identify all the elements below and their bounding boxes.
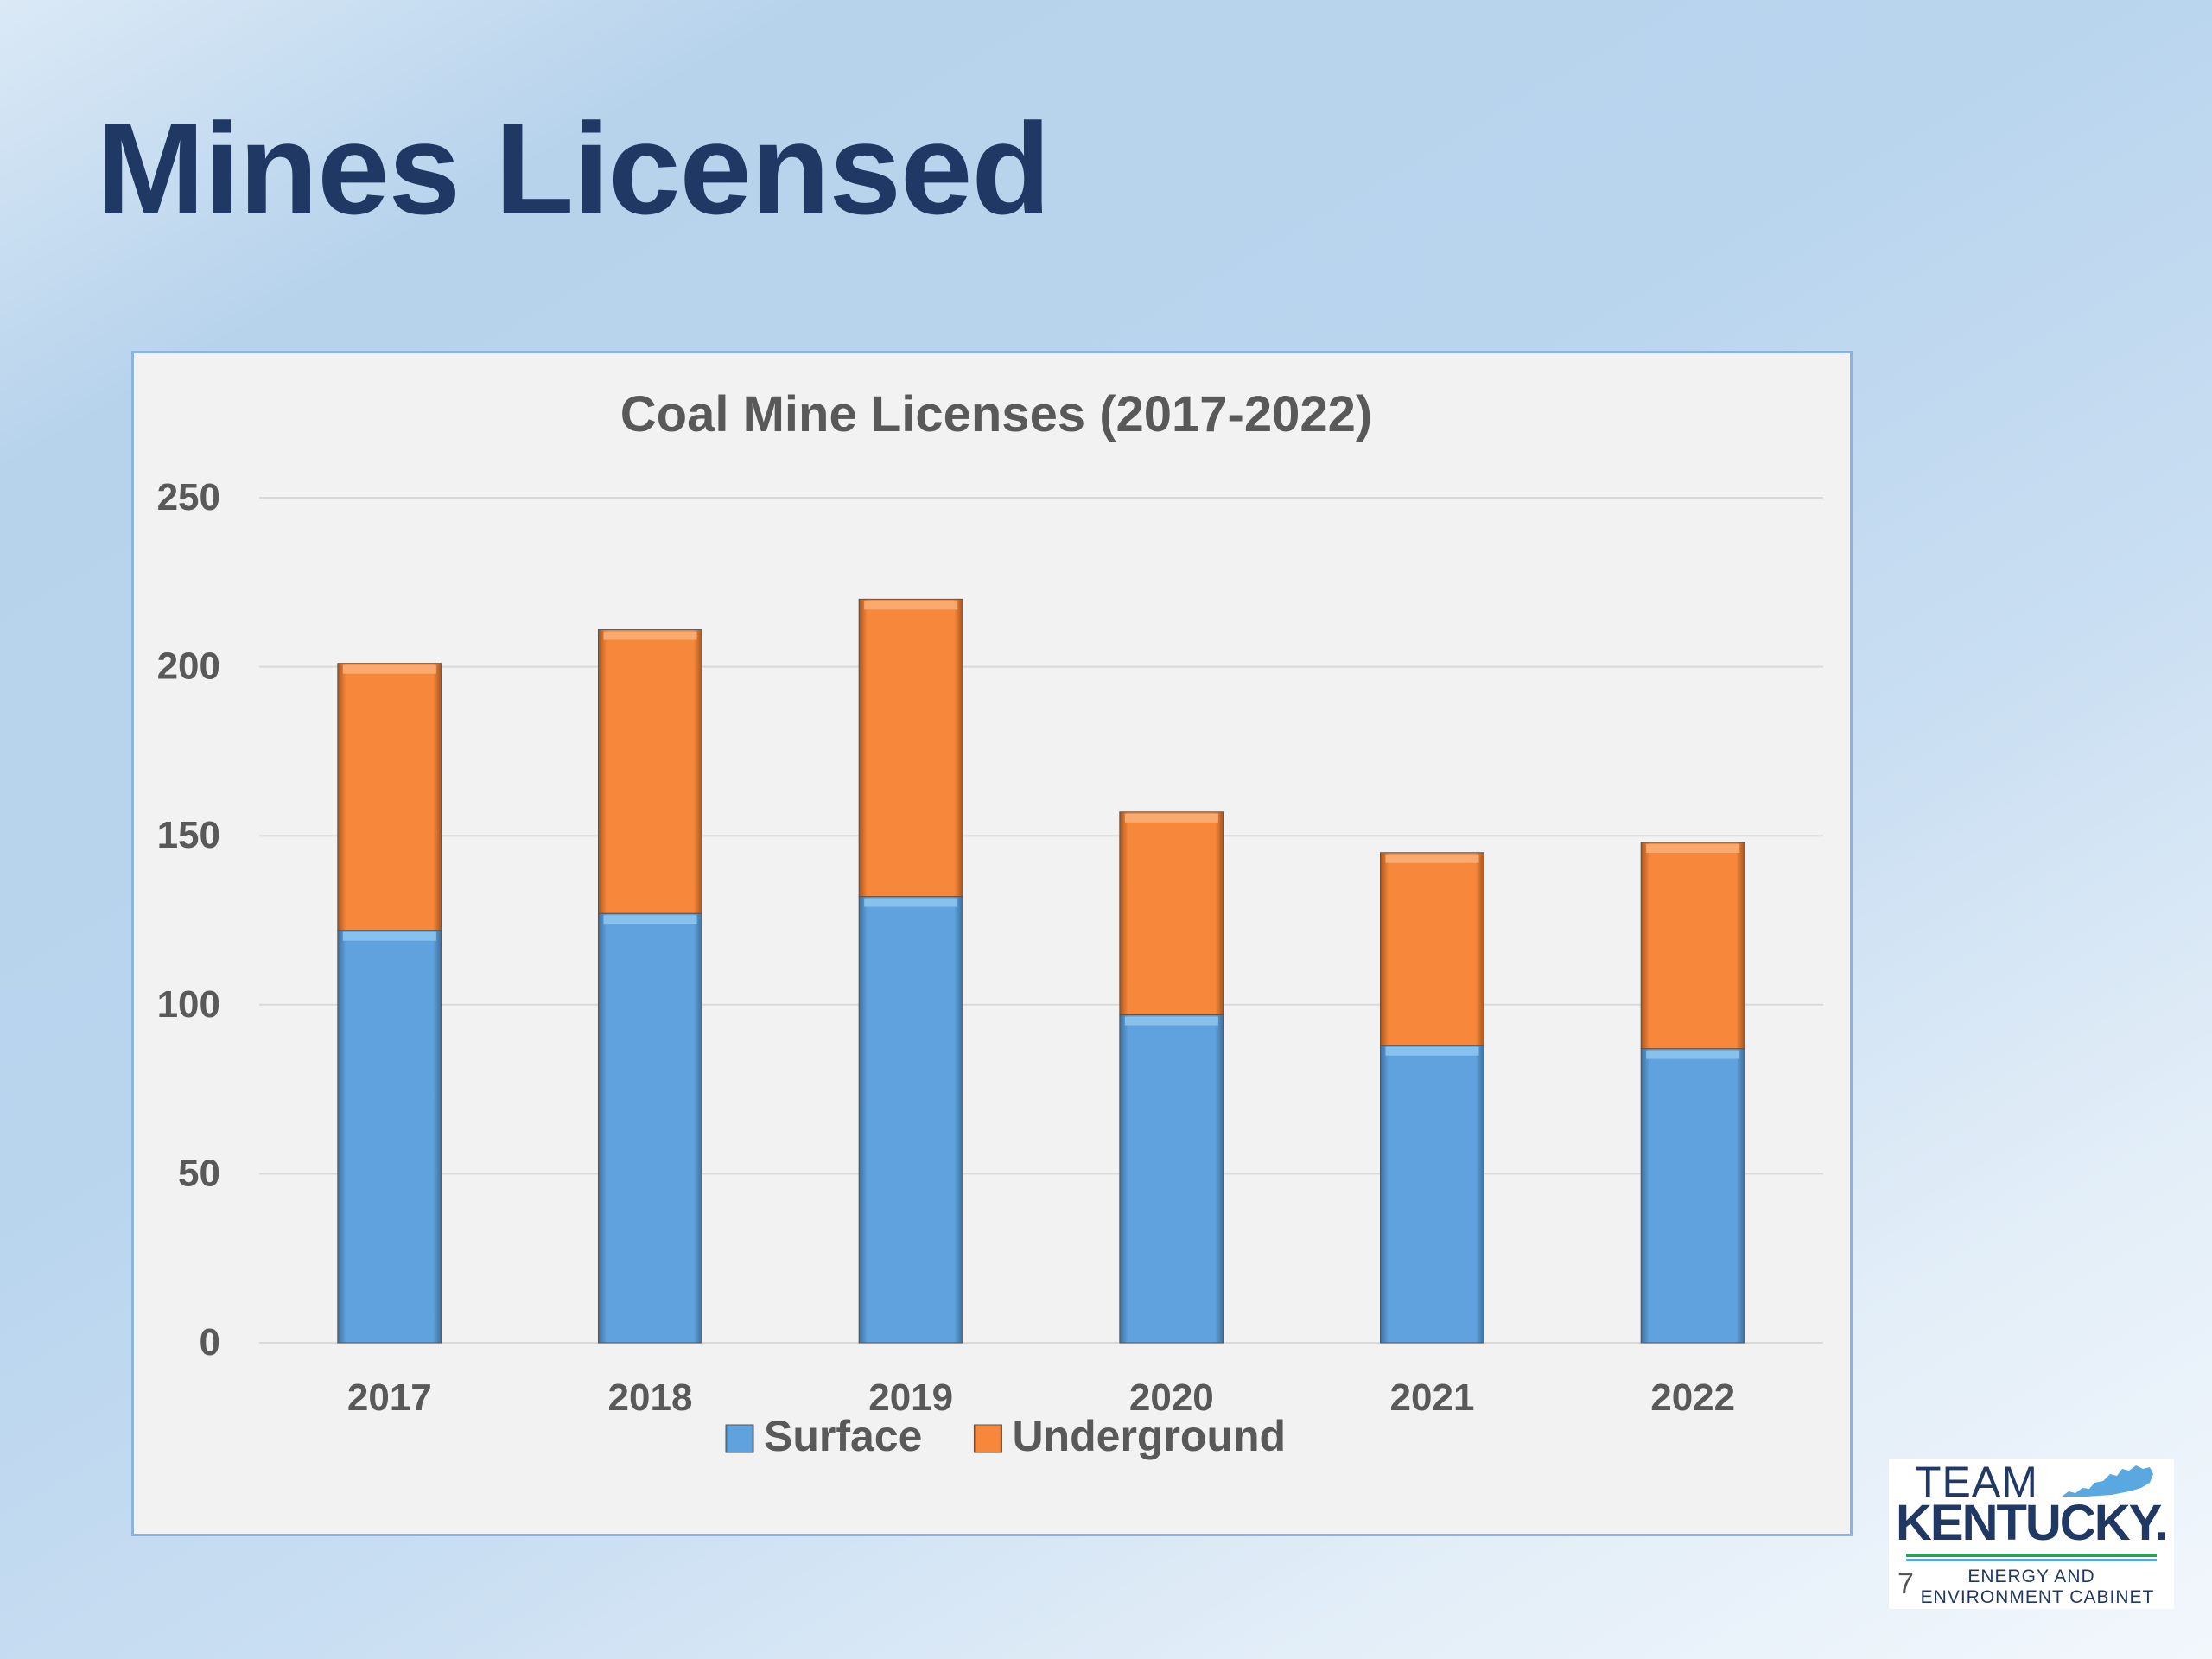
legend-label-surface: Surface: [764, 1412, 922, 1460]
bar-underground-2017: [337, 663, 442, 931]
bar-bevel-surface-2020: [1124, 1016, 1218, 1026]
bar-bevel-underground-2019: [864, 601, 958, 610]
kentucky-state-icon: [2062, 1465, 2153, 1497]
logo-text-energy: ENERGY AND: [1967, 1567, 2095, 1586]
bar-surface-2022: [1640, 1048, 1745, 1344]
coal-mine-licenses-chart: Coal Mine Licenses (2017-2022) 0 50 100 150…: [157, 386, 1823, 1460]
logo-text-team: TEAM: [1915, 1458, 2038, 1506]
slide-number: 7: [1897, 1567, 1914, 1600]
bar-surface-2018: [598, 912, 702, 1344]
bar-bevel-underground-2020: [1124, 813, 1218, 823]
legend-swatch-underground: [973, 1424, 1002, 1453]
bar-surface-2019: [858, 896, 963, 1344]
logo-text-kentucky: KENTUCKY.: [1896, 1495, 2169, 1551]
y-axis-ticks: 0 50 100 150 200 250: [157, 476, 220, 1363]
chart-title: Coal Mine Licenses (2017-2022): [620, 386, 1372, 442]
bar-bevel-surface-2022: [1646, 1050, 1740, 1059]
x-tick-label: 2018: [608, 1376, 693, 1419]
bar-surface-2021: [1380, 1045, 1484, 1344]
y-tick-label: 200: [157, 645, 220, 688]
bars: [337, 598, 1745, 1344]
chart-panel: Coal Mine Licenses (2017-2022) 0 50 100 150…: [131, 351, 1853, 1536]
x-tick-label: 2020: [1129, 1376, 1214, 1419]
x-tick-label: 2022: [1650, 1376, 1735, 1419]
y-tick-label: 0: [200, 1321, 220, 1363]
bar-bevel-surface-2017: [342, 931, 436, 941]
bar-underground-2019: [858, 598, 963, 898]
bar-bevel-surface-2021: [1385, 1046, 1479, 1056]
legend[interactable]: Surface Underground: [725, 1412, 1286, 1460]
bar-bevel-underground-2017: [342, 664, 436, 674]
y-tick-label: 50: [178, 1152, 220, 1194]
team-kentucky-logo: TEAM KENTUCKY. ENERGY AND ENVIRONMENT CA…: [1889, 1459, 2174, 1609]
x-tick-label: 2017: [347, 1376, 432, 1419]
bar-bevel-surface-2019: [864, 898, 958, 907]
legend-swatch-surface: [725, 1424, 754, 1453]
logo-divider: [1906, 1554, 2157, 1557]
slide-title: Mines Licensed: [97, 96, 1051, 241]
legend-label-underground: Underground: [1012, 1412, 1286, 1460]
bar-underground-2022: [1640, 842, 1745, 1050]
bar-bevel-underground-2018: [603, 631, 697, 640]
logo-text-cabinet: ENVIRONMENT CABINET: [1920, 1587, 2155, 1607]
x-tick-label: 2019: [868, 1376, 953, 1419]
bar-surface-2020: [1119, 1014, 1224, 1344]
bar-underground-2018: [598, 629, 702, 914]
y-tick-label: 150: [157, 814, 220, 856]
bar-surface-2017: [337, 930, 442, 1344]
y-tick-label: 250: [157, 476, 220, 518]
bar-underground-2021: [1380, 852, 1484, 1046]
gridlines: [259, 497, 1823, 1344]
logo-divider-2: [1906, 1559, 2157, 1561]
bar-underground-2020: [1119, 811, 1224, 1016]
x-tick-label: 2021: [1390, 1376, 1475, 1419]
bar-bevel-underground-2021: [1385, 854, 1479, 863]
bar-bevel-underground-2022: [1646, 844, 1740, 854]
bar-bevel-surface-2018: [603, 915, 697, 925]
x-axis-ticks: 2017 2018 2019 2020 2021 2022: [347, 1376, 1735, 1419]
y-tick-label: 100: [157, 983, 220, 1026]
